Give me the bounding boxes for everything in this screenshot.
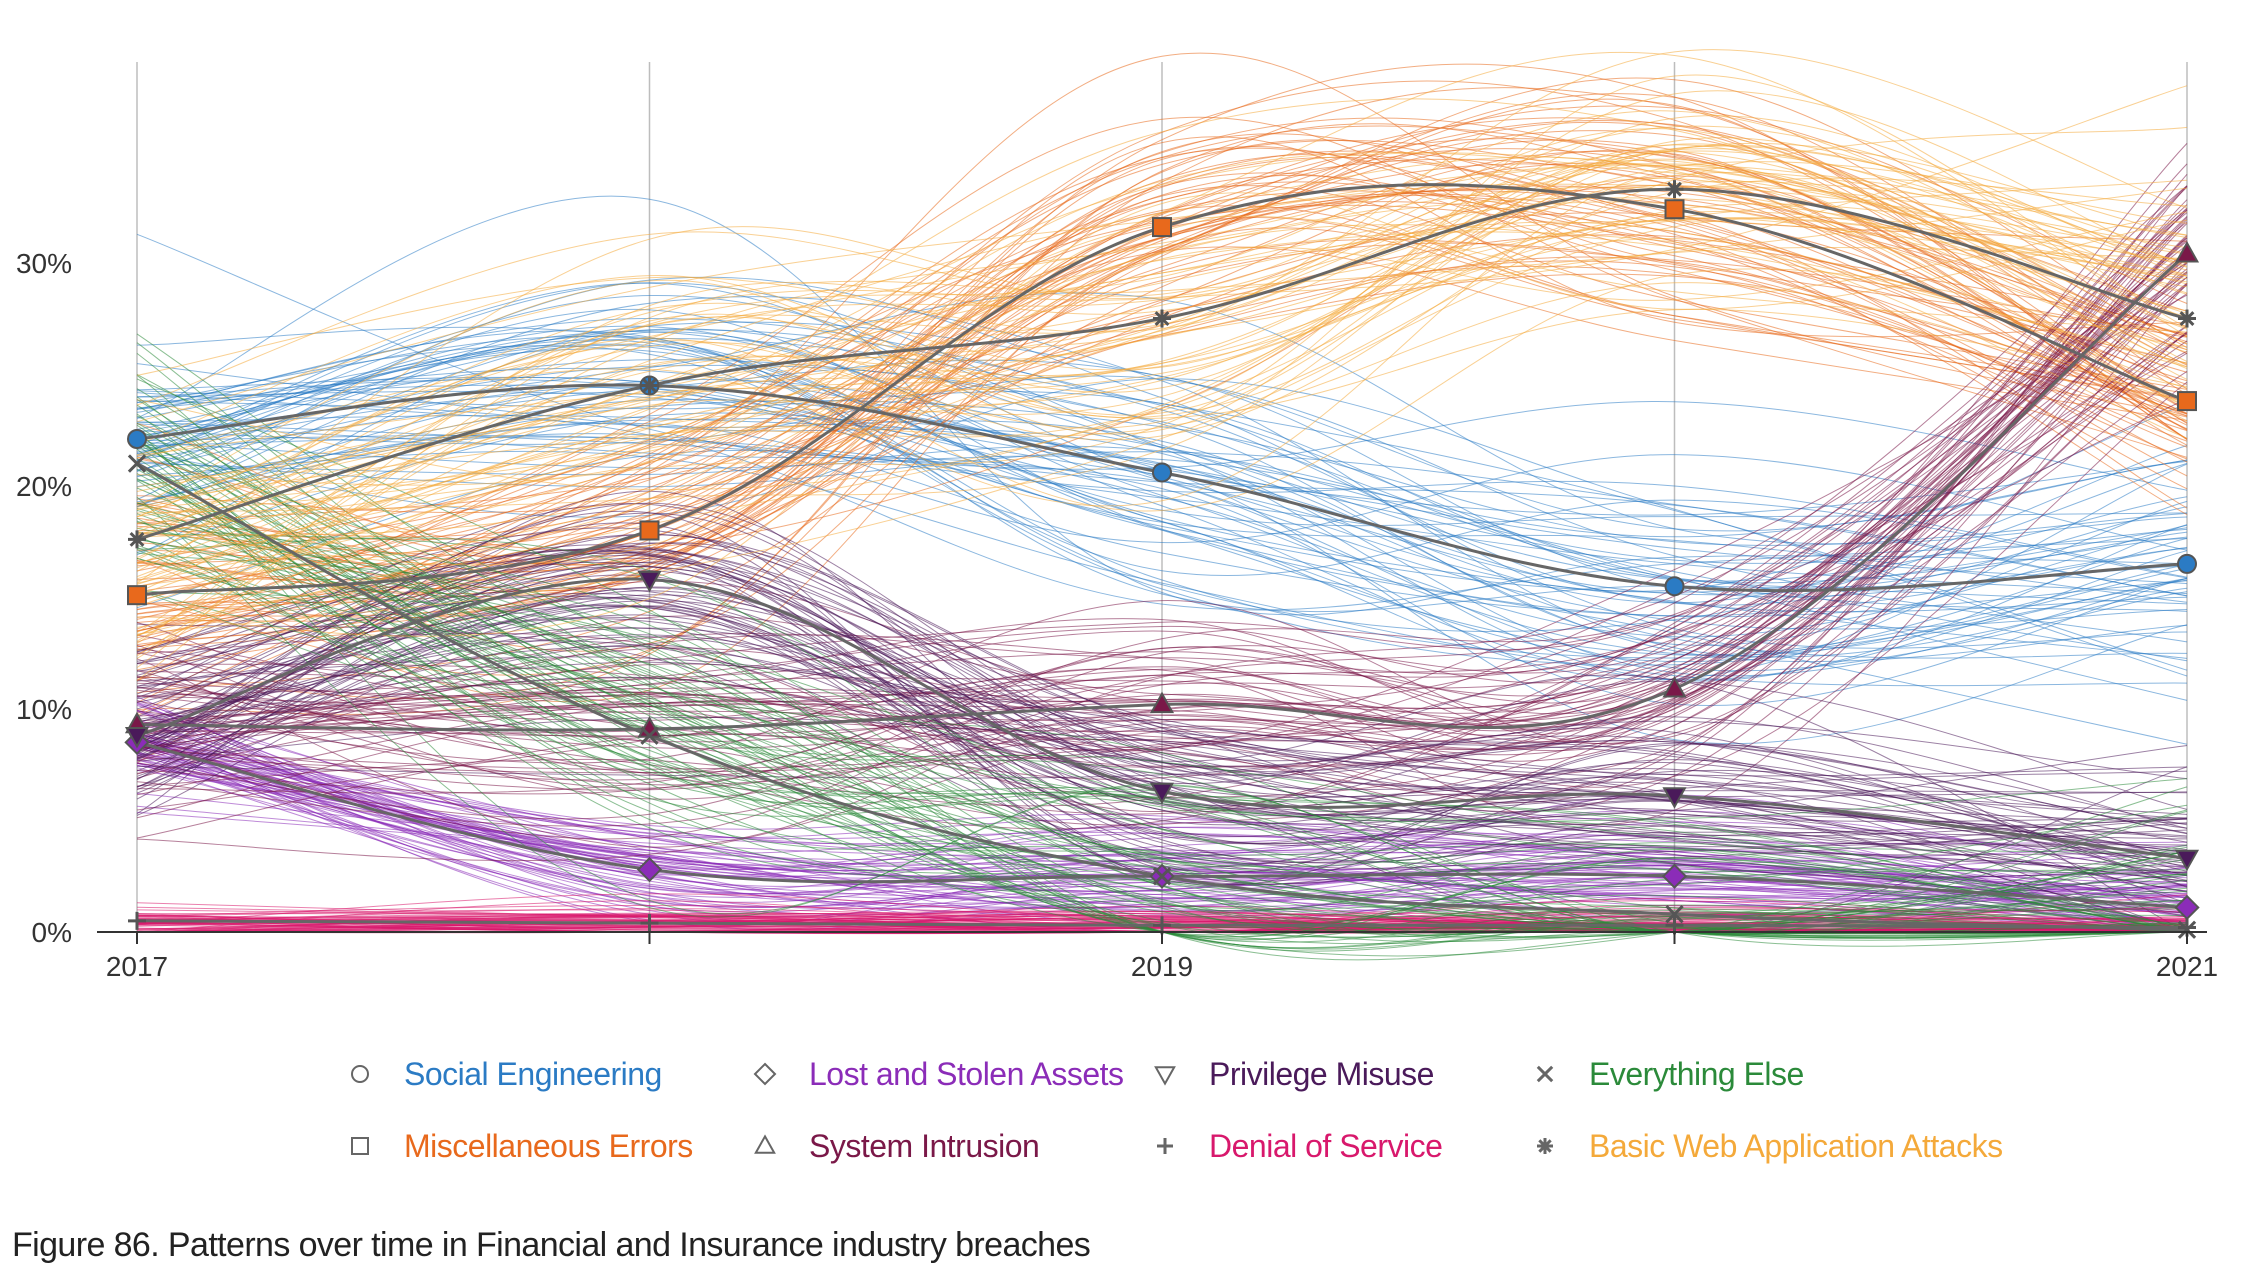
legend-label: Everything Else	[1589, 1055, 1804, 1092]
line-privilege-misuse	[136, 577, 2188, 860]
legend-label: Lost and Stolen Assets	[809, 1055, 1124, 1092]
point-privilege-misuse-2019	[1149, 782, 1175, 805]
axes: 2017 2019 2021 0% 10% 20% 30%	[16, 248, 2218, 982]
point-miscellaneous-errors-2017	[127, 585, 147, 606]
point-basic-web-application-attacks-2019	[1153, 309, 1171, 328]
legend-label: Privilege Misuse	[1209, 1055, 1434, 1092]
legend-label: Denial of Service	[1209, 1127, 1443, 1164]
median-lines	[136, 183, 2188, 932]
point-social-engineering-2019	[1152, 462, 1172, 483]
x-tick-label-2019: 2019	[1131, 951, 1193, 982]
legend-label: Miscellaneous Errors	[404, 1127, 693, 1164]
point-everything-else-2017	[127, 454, 147, 473]
point-lost-and-stolen-assets-2018	[636, 856, 663, 883]
legend-item-denial-of-service: Denial of Service	[1145, 1124, 1443, 1168]
legend-glyph-denial-of-service	[1157, 1138, 1173, 1154]
point-privilege-misuse-2021	[2174, 849, 2200, 872]
legend-label: System Intrusion	[809, 1127, 1040, 1164]
y-tick-label-0: 0%	[32, 917, 72, 948]
legend-glyph-system-intrusion	[754, 1134, 776, 1154]
x-tick-label-2017: 2017	[106, 951, 168, 982]
point-denial-of-service-2017	[128, 911, 146, 930]
legend-item-lost-and-stolen-assets: Lost and Stolen Assets	[745, 1052, 1124, 1096]
legend-item-privilege-misuse: Privilege Misuse	[1145, 1052, 1434, 1096]
point-everything-else-2020	[1665, 904, 1684, 924]
legend-marker-x-icon	[1536, 1065, 1554, 1083]
data-markers	[124, 180, 2200, 939]
legend-glyph-social-engineering	[351, 1065, 369, 1083]
point-system-intrusion-2020	[1662, 676, 1687, 698]
y-tick-label-10: 10%	[16, 694, 72, 725]
point-miscellaneous-errors-2019	[1152, 217, 1172, 238]
uncertainty-bands	[136, 49, 2188, 961]
legend-marker-diamond-icon	[753, 1062, 777, 1086]
y-tick-label-20: 20%	[16, 471, 72, 502]
legend-glyph-miscellaneous-errors	[351, 1137, 369, 1155]
point-privilege-misuse-2017	[124, 727, 150, 749]
legend-glyph-everything-else	[1536, 1065, 1554, 1083]
point-everything-else-2018	[640, 726, 659, 745]
figure-caption: Figure 86. Patterns over time in Financi…	[12, 1226, 1091, 1264]
point-denial-of-service-2018	[640, 914, 659, 933]
x-tick-label-2021: 2021	[2156, 951, 2218, 982]
point-miscellaneous-errors-2018	[639, 520, 660, 541]
legend-glyph-lost-and-stolen-assets	[753, 1062, 777, 1086]
legend-item-social-engineering: Social Engineering	[340, 1052, 662, 1096]
point-system-intrusion-2021	[2174, 241, 2200, 263]
point-social-engineering-2017	[127, 429, 147, 449]
legend-marker-asterisk-icon	[1537, 1138, 1553, 1154]
point-basic-web-application-attacks-2018	[640, 376, 659, 395]
point-social-engineering-2021	[2177, 553, 2197, 574]
legend-label: Basic Web Application Attacks	[1589, 1127, 2003, 1164]
point-basic-web-application-attacks-2017	[128, 530, 146, 549]
point-basic-web-application-attacks-2020	[1665, 180, 1684, 199]
legend-glyph-basic-web-application-attacks	[1537, 1138, 1553, 1154]
line-system-intrusion	[136, 252, 2188, 732]
legend-item-miscellaneous-errors: Miscellaneous Errors	[340, 1124, 693, 1168]
legend-marker-triangle-up-icon	[754, 1134, 776, 1154]
band-basic-web-application-attacks	[136, 49, 2188, 681]
point-miscellaneous-errors-2021	[2177, 391, 2197, 412]
point-basic-web-application-attacks-2021	[2178, 309, 2196, 328]
legend-item-everything-else: Everything Else	[1525, 1052, 1804, 1096]
legend-marker-circle-icon	[351, 1065, 369, 1083]
legend-item-system-intrusion: System Intrusion	[745, 1124, 1040, 1168]
point-social-engineering-2020	[1664, 576, 1685, 597]
legend-marker-plus-icon	[1157, 1138, 1173, 1154]
line-everything-else	[136, 462, 2188, 932]
point-lost-and-stolen-assets-2020	[1661, 863, 1688, 889]
point-system-intrusion-2019	[1149, 691, 1175, 714]
point-privilege-misuse-2018	[637, 570, 662, 593]
point-privilege-misuse-2020	[1662, 787, 1687, 809]
point-miscellaneous-errors-2020	[1664, 199, 1685, 220]
legend-item-basic-web-application-attacks: Basic Web Application Attacks	[1525, 1124, 2003, 1168]
y-tick-label-30: 30%	[16, 248, 72, 279]
point-everything-else-2019	[1152, 867, 1172, 886]
legend-marker-square-icon	[351, 1137, 369, 1155]
legend-glyph-privilege-misuse	[1154, 1066, 1176, 1086]
legend-marker-triangle-down-icon	[1154, 1066, 1176, 1086]
point-everything-else-2021	[2177, 920, 2197, 939]
legend-label: Social Engineering	[404, 1055, 662, 1092]
